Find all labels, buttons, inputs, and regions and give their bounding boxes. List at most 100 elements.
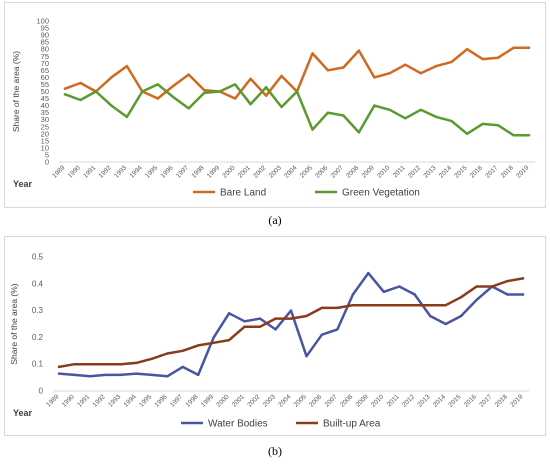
x-tick-label: 1997 [169,393,184,408]
x-axis-label: Year [13,408,33,418]
x-tick-label: 2010 [370,393,385,408]
x-tick-label: 2019 [515,164,530,179]
x-tick-label: 1998 [190,164,205,179]
series-0-point [512,46,515,49]
x-tick-label: 1996 [160,164,175,179]
chart-a: 0510152025303540455055606570758085909510… [11,17,535,199]
series-1-point [197,344,200,347]
series-0-point [459,314,463,318]
series-0-point [336,328,339,331]
series-0-point [104,373,107,377]
series-1-point [156,83,159,86]
x-tick-label: 1998 [184,393,199,408]
x-tick-label: 2001 [231,393,246,408]
series-1-point [435,115,438,119]
series-1-point [141,90,144,93]
x-tick-label: 2008 [345,164,360,179]
x-tick-label: 2011 [386,393,401,408]
series-1-point [187,107,190,110]
series-1-point [404,117,407,120]
series-1-point [94,90,98,93]
y-tick-label: 90 [41,31,49,40]
series-0-point [320,333,324,336]
x-tick-label: 2015 [447,393,462,408]
series-1-point [249,103,252,106]
x-tick-label: 1995 [138,393,153,408]
series-0-point [166,375,169,378]
series-1-point [150,357,153,360]
x-tick-label: 2010 [376,164,391,179]
y-tick-label: 50 [41,87,49,96]
series-0-point [429,314,432,318]
series-0-point [280,74,283,78]
x-tick-label: 2013 [422,164,437,179]
series-line-1 [57,277,525,369]
y-tick-label: 0 [45,158,49,167]
x-tick-label: 2005 [299,164,314,179]
series-0-point [481,57,484,61]
series-0-point [435,64,438,68]
series-0-point [243,320,246,323]
series-0-point [79,81,82,85]
chart-a-caption: (a) [268,213,282,227]
series-0-point [172,84,175,88]
series-1-point [481,122,484,126]
series-0-point [181,365,184,369]
y-tick-label: 0.2 [32,333,44,342]
x-tick-label: 2007 [330,164,345,179]
x-tick-label: 2011 [392,164,407,179]
series-1-point [119,363,123,366]
x-tick-label: 2014 [432,393,447,408]
x-tick-label: 2012 [401,393,416,408]
x-tick-label: 1991 [82,164,97,179]
x-tick-label: 2006 [308,393,323,408]
series-1-point [388,108,391,112]
x-tick-label: 2009 [361,164,376,179]
x-tick-label: 1994 [123,393,138,408]
y-tick-label: 40 [41,101,49,110]
series-1-point [465,132,469,135]
series-0-point [527,46,531,49]
x-tick-label: 2007 [324,393,339,408]
y-tick-label: 25 [41,122,49,131]
series-1-point [413,304,416,307]
series-1-point [326,111,330,114]
x-tick-label: 2005 [293,393,308,408]
series-1-point [512,134,515,137]
y-tick-label: 0.3 [32,306,44,315]
series-1-point [419,108,422,112]
series-1-point [57,365,61,369]
series-1-point [212,341,215,344]
y-tick-label: 20 [41,129,49,138]
x-tick-label: 1995 [144,164,159,179]
series-0-point [351,293,355,296]
series-0-point [521,293,525,296]
series-1-point [218,90,221,93]
series-1-point [104,363,107,366]
series-1-point [450,119,453,123]
series-0-point [444,322,447,326]
chart-a-panel: 0 5 10 15 20 25 30 35 40 45 50 55 60 65 70 75 80 85 90 95 10… [4,2,546,208]
x-tick-label: 1996 [154,393,169,408]
series-1-point [336,306,339,310]
series-0-point [305,355,308,358]
y-tick-label: 85 [41,38,49,47]
y-tick-label: 100 [36,17,49,26]
series-0-point [465,48,469,51]
y-axis-label: Share of the area (%) [9,283,19,364]
series-1-point [373,104,376,107]
legend-label-1: Built-up Area [323,419,381,430]
series-0-point [203,88,206,92]
series-1-point [280,105,283,109]
series-1-point [110,104,113,107]
x-tick-label: 2017 [484,164,499,179]
x-tick-label: 2003 [262,393,277,408]
y-tick-label: 80 [41,45,49,54]
series-0-point [357,49,361,52]
x-tick-label: 1993 [107,393,122,408]
series-1-point [429,304,432,307]
series-1-point [367,304,370,307]
series-1-point [172,95,175,99]
series-0-point [212,336,215,339]
y-tick-label: 0.1 [32,360,44,369]
